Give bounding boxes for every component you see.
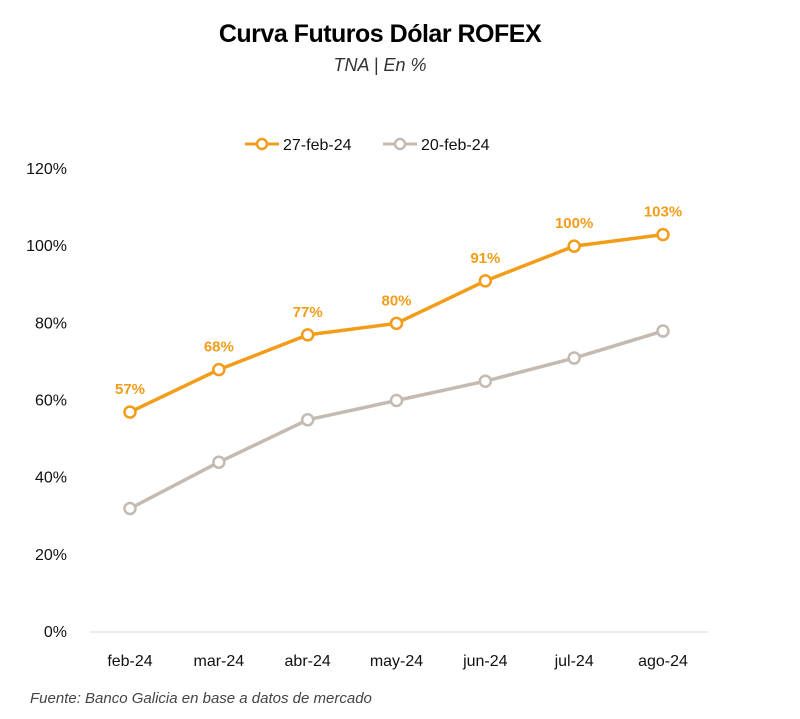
x-tick-label: jun-24 bbox=[462, 653, 508, 670]
data-point bbox=[212, 455, 226, 469]
legend-item: 20-feb-24 bbox=[383, 137, 490, 154]
chart-title: Curva Futuros Dólar ROFEX bbox=[218, 20, 542, 48]
y-tick-label: 0% bbox=[44, 624, 67, 641]
y-tick-label: 20% bbox=[35, 547, 67, 564]
legend: 27-feb-24 20-feb-24 bbox=[245, 137, 490, 154]
source-note: Fuente: Banco Galicia en base a datos de… bbox=[30, 690, 372, 707]
legend-label: 20-feb-24 bbox=[421, 137, 490, 154]
chart-subtitle: TNA | En % bbox=[333, 55, 427, 75]
data-point bbox=[300, 328, 315, 342]
series-27-feb-24 bbox=[123, 227, 670, 419]
data-label: 100% bbox=[555, 215, 593, 232]
data-point bbox=[300, 413, 315, 427]
x-tick-label: abr-24 bbox=[285, 653, 331, 670]
data-point bbox=[567, 239, 581, 253]
x-tick-label: ago-24 bbox=[638, 653, 688, 670]
series-20-feb-24 bbox=[123, 324, 670, 516]
y-tick-label: 40% bbox=[35, 470, 67, 487]
x-tick-label: feb-24 bbox=[107, 653, 152, 670]
data-point bbox=[123, 501, 137, 516]
data-point bbox=[123, 405, 137, 419]
y-tick-label: 60% bbox=[35, 393, 67, 410]
data-point bbox=[478, 274, 493, 288]
data-label: 57% bbox=[115, 381, 145, 398]
data-label: 68% bbox=[204, 339, 234, 356]
y-tick-label: 80% bbox=[35, 315, 67, 332]
data-label: 80% bbox=[381, 292, 411, 309]
legend-marker bbox=[255, 137, 269, 151]
data-label: 77% bbox=[293, 304, 323, 321]
data-point bbox=[212, 362, 226, 377]
y-tick-label: 100% bbox=[26, 238, 67, 255]
data-point bbox=[478, 374, 493, 388]
x-tick-label: jul-24 bbox=[554, 653, 594, 670]
data-point bbox=[656, 324, 670, 338]
x-tick-label: mar-24 bbox=[193, 653, 244, 670]
x-tick-label: may-24 bbox=[370, 653, 423, 670]
data-label: 91% bbox=[470, 250, 500, 267]
data-labels: 57% 68% 77% 80% 91% 100% 103% bbox=[115, 204, 682, 398]
y-tick-label: 120% bbox=[26, 161, 67, 178]
legend-marker bbox=[393, 137, 407, 151]
data-point bbox=[389, 316, 404, 331]
legend-item: 27-feb-24 bbox=[245, 137, 352, 154]
series-group bbox=[123, 227, 670, 516]
legend-label: 27-feb-24 bbox=[283, 137, 352, 154]
data-point bbox=[656, 227, 670, 242]
y-axis: 0% 20% 40% 60% 80% 100% 120% bbox=[26, 161, 67, 641]
data-point bbox=[389, 393, 404, 408]
data-point bbox=[567, 351, 581, 365]
data-label: 103% bbox=[644, 204, 682, 221]
x-axis: feb-24 mar-24 abr-24 may-24 jun-24 jul-24 ago-… bbox=[90, 631, 708, 670]
series-line bbox=[128, 329, 665, 511]
